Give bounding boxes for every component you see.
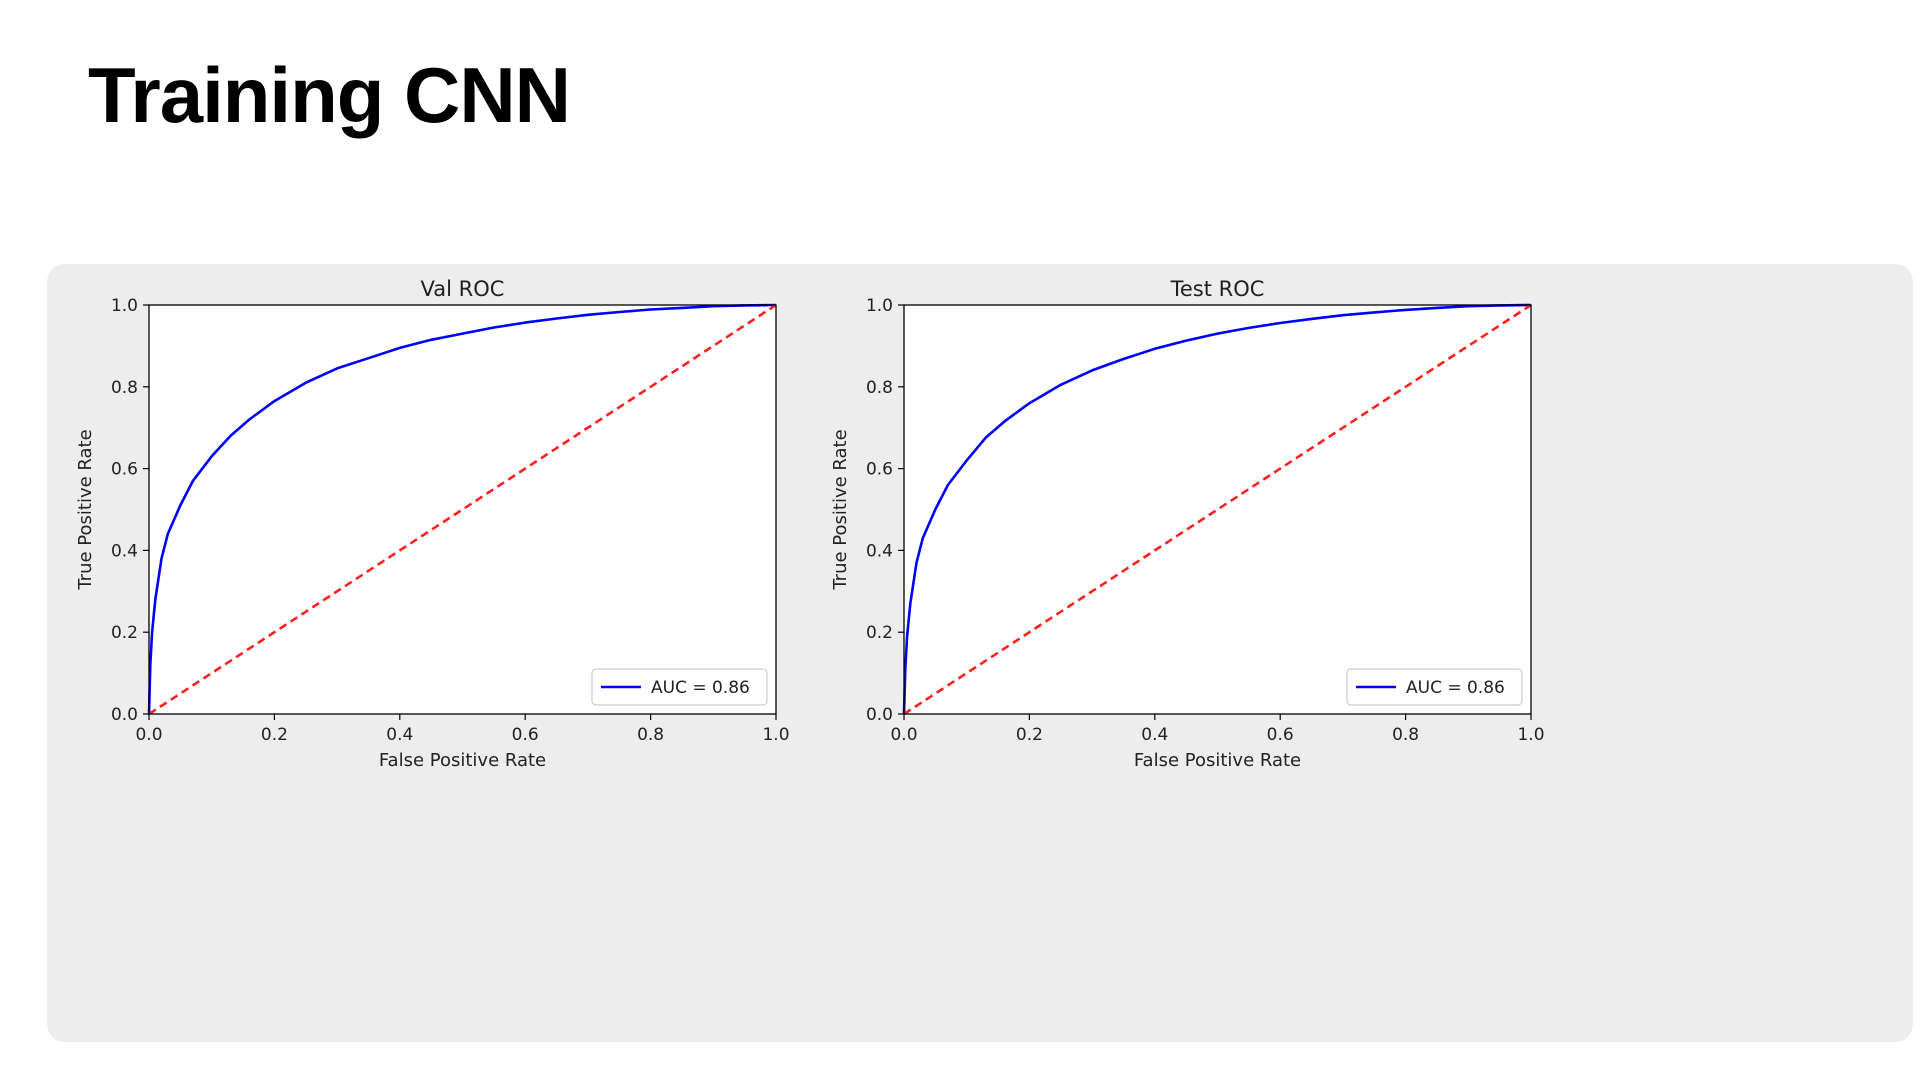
plot-frame — [148, 304, 777, 715]
x-tick-label: 1.0 — [1517, 725, 1544, 745]
y-tick-label: 0.2 — [111, 623, 138, 643]
legend-label: AUC = 0.86 — [651, 678, 750, 698]
chance-line — [903, 303, 1532, 716]
plot-area — [149, 305, 776, 714]
y-tick-label: 0.6 — [866, 460, 893, 480]
x-tick-label: 0.4 — [1141, 725, 1168, 745]
x-tick-label: 0.0 — [135, 725, 162, 745]
y-tick-label: 1.0 — [111, 296, 138, 316]
x-tick-label: 0.8 — [1392, 725, 1419, 745]
x-tick-label: 0.6 — [512, 725, 539, 745]
plot-frame — [903, 304, 1532, 715]
y-axis-label: True Positive Rate — [830, 429, 851, 590]
test-roc-chart: Test ROC 0.0 0.2 0.4 0.6 0.8 1.0 0.0 0.2 0.4 0.6 0.… — [830, 277, 1545, 771]
x-tick-label: 0.4 — [386, 725, 413, 745]
chart-title: Val ROC — [421, 277, 505, 301]
legend: AUC = 0.86 — [1346, 668, 1523, 706]
x-tick-label: 0.0 — [890, 725, 917, 745]
y-axis-label: True Positive Rate — [75, 429, 96, 590]
y-tick-label: 0.4 — [866, 541, 893, 561]
y-tick-label: 0.6 — [111, 460, 138, 480]
y-tick-label: 0.0 — [866, 705, 893, 725]
y-tick-label: 0.2 — [866, 623, 893, 643]
x-tick-label: 0.8 — [637, 725, 664, 745]
legend-box — [1346, 668, 1523, 706]
chart-title: Test ROC — [1170, 277, 1265, 301]
x-tick-label: 0.2 — [261, 725, 288, 745]
x-axis-label: False Positive Rate — [1134, 750, 1301, 771]
x-axis-label: False Positive Rate — [379, 750, 546, 771]
x-tick-label: 1.0 — [762, 725, 789, 745]
legend-label: AUC = 0.86 — [1406, 678, 1505, 698]
plot-area — [904, 305, 1531, 714]
y-tick-label: 0.4 — [111, 541, 138, 561]
y-tick-label: 0.8 — [866, 378, 893, 398]
y-tick-label: 1.0 — [866, 296, 893, 316]
y-tick-label: 0.0 — [111, 705, 138, 725]
roc-curve — [902, 303, 1532, 715]
y-tick-label: 0.8 — [111, 378, 138, 398]
x-tick-label: 0.6 — [1267, 725, 1294, 745]
legend-box — [591, 668, 768, 706]
x-tick-label: 0.2 — [1016, 725, 1043, 745]
val-roc-chart: Val ROC 0.0 0.2 0.4 0.6 0.8 1.0 0.0 0.2 0.4 0.6 0.8… — [75, 277, 790, 771]
roc-curve — [147, 303, 777, 715]
legend: AUC = 0.86 — [591, 668, 768, 706]
page-title: Training CNN — [88, 51, 571, 139]
chance-line — [148, 303, 777, 716]
